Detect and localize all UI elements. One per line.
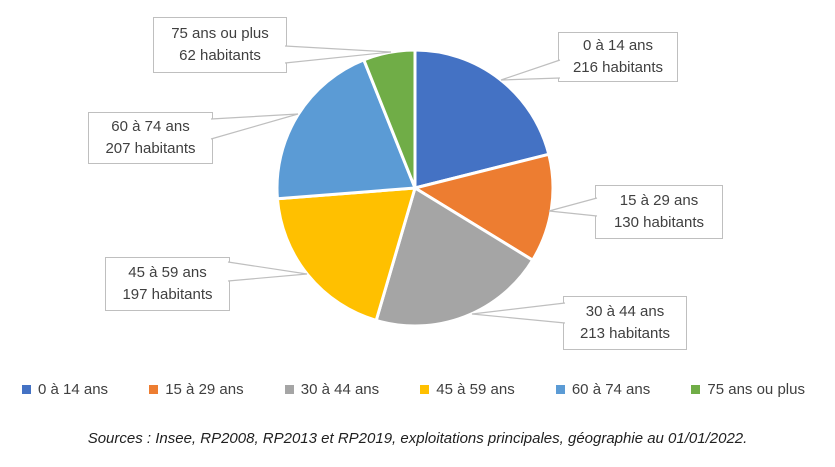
- callout-45-59: 45 à 59 ans 197 habitants: [105, 257, 230, 311]
- legend-label: 30 à 44 ans: [300, 380, 380, 398]
- callout-value-label: 207 habitants: [105, 140, 196, 157]
- legend-swatch-icon: [691, 384, 701, 394]
- chart-legend: 0 à 14 ans 15 à 29 ans 30 à 44 ans 45 à …: [22, 376, 805, 402]
- legend-item-45-59: 45 à 59 ans: [420, 380, 515, 398]
- pie-slice-4: [275, 58, 417, 201]
- legend-label: 75 ans ou plus: [707, 380, 805, 398]
- legend-label: 60 à 74 ans: [571, 380, 651, 398]
- callout-leader-5: [284, 45, 392, 64]
- legend-label: 45 à 59 ans: [436, 380, 515, 398]
- callout-category-label: 30 à 44 ans: [585, 303, 665, 320]
- callout-15-29: 15 à 29 ans 130 habitants: [595, 185, 723, 239]
- legend-item-0-14: 0 à 14 ans: [22, 381, 108, 398]
- callout-category-label: 75 ans ou plus: [171, 25, 269, 42]
- callout-category-label: 15 à 29 ans: [619, 192, 699, 209]
- legend-swatch-icon: [22, 384, 31, 394]
- legend-item-75-plus: 75 ans ou plus: [691, 381, 805, 398]
- source-caption: Sources : Insee, RP2008, RP2013 et RP201…: [87, 430, 748, 447]
- pie-slice-0: [413, 48, 551, 190]
- legend-swatch-icon: [284, 384, 294, 394]
- callout-leader-0: [500, 59, 561, 81]
- legend-item-15-29: 15 à 29 ans: [149, 380, 244, 398]
- callout-value-label: 130 habitants: [613, 214, 705, 231]
- callout-value-label: 216 habitants: [572, 59, 664, 76]
- legend-label: 15 à 29 ans: [165, 380, 244, 398]
- legend-swatch-icon: [555, 384, 565, 394]
- callout-leader-3: [227, 261, 308, 282]
- legend-swatch-icon: [420, 384, 430, 394]
- callout-value-label: 62 habitants: [179, 47, 261, 64]
- callout-category-label: 45 à 59 ans: [128, 264, 207, 281]
- callout-leader-4: [210, 113, 299, 140]
- callout-60-74: 60 à 74 ans 207 habitants: [88, 112, 213, 164]
- callout-value-label: 213 habitants: [579, 325, 671, 342]
- pie-slice-3: [275, 186, 417, 322]
- callout-0-14: 0 à 14 ans 216 habitants: [558, 32, 678, 82]
- callout-category-label: 60 à 74 ans: [111, 118, 190, 135]
- legend-item-30-44: 30 à 44 ans: [284, 380, 380, 398]
- callout-30-44: 30 à 44 ans 213 habitants: [563, 296, 687, 350]
- legend-swatch-icon: [149, 384, 159, 394]
- callout-category-label: 0 à 14 ans: [582, 37, 654, 54]
- callout-value-label: 197 habitants: [122, 286, 213, 303]
- callout-leader-2: [471, 302, 566, 324]
- pie-slice-5: [362, 48, 417, 190]
- legend-item-60-74: 60 à 74 ans: [555, 380, 651, 398]
- pie-slice-1: [413, 152, 555, 262]
- callout-leader-1: [548, 197, 598, 217]
- legend-label: 0 à 14 ans: [38, 380, 109, 398]
- callout-75-plus: 75 ans ou plus 62 habitants: [153, 17, 287, 73]
- pie-slice-2: [374, 186, 535, 328]
